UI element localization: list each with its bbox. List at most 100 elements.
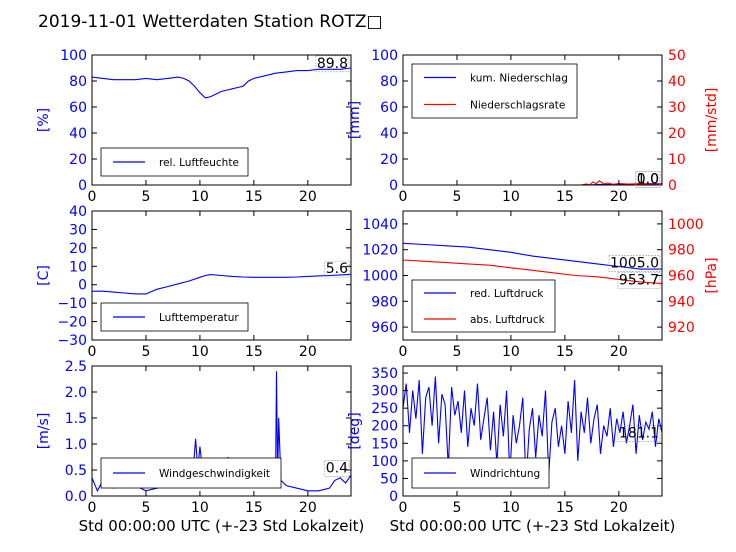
y-tick-label: 30 <box>69 222 87 238</box>
y-tick-label: −20 <box>57 315 87 331</box>
x-tick-label: 0 <box>399 500 408 516</box>
panel-p5: 0 5 10 15 20 0.0 0.5 1.0 1.5 2.0 2.5 [m/s] Std 00:00… <box>36 359 364 535</box>
y-tick-label: 2.5 <box>65 359 87 375</box>
y-axis-label: [m/s] <box>36 413 52 450</box>
value-annotation: 1.0 <box>637 172 659 188</box>
x-tick-label: 10 <box>191 500 209 516</box>
y2-axis-label: [mm/std] <box>704 88 720 153</box>
axes-frame-p5 <box>91 365 352 497</box>
y2-tick-label: 920 <box>668 320 695 336</box>
y-tick-label: 0.5 <box>65 463 87 479</box>
x-tick-label: 5 <box>452 189 461 205</box>
series-line-p1-0 <box>92 67 351 99</box>
x-tick-label: 20 <box>299 344 317 360</box>
y-tick-label: 80 <box>380 74 398 90</box>
y-tick-label: −10 <box>57 296 87 312</box>
x-tick-label: 0 <box>88 189 97 205</box>
value-annotation: 89.8 <box>317 56 348 72</box>
y-tick-label: 1040 <box>362 217 398 233</box>
axes-frame-p2 <box>402 54 663 186</box>
x-tick-label: 15 <box>245 344 263 360</box>
panel-p4: 0 5 10 15 20 960 980 1000 1020 1040 920 940 960 980 10… <box>362 210 720 360</box>
y-tick-label: 2.0 <box>65 385 87 401</box>
legend-label: kum. Niederschlag <box>470 73 568 85</box>
y-tick-label: 50 <box>380 471 398 487</box>
y2-tick-label: 960 <box>668 269 695 285</box>
y-tick-label: 100 <box>371 454 398 470</box>
panel-p3: 0 5 10 15 20 −30 −20 −10 0 10 20 30 40 [C] Lufttempera… <box>36 204 352 360</box>
y-tick-label: 20 <box>69 152 87 168</box>
annotation-box <box>617 425 661 442</box>
y-axis-label: [C] <box>36 265 52 286</box>
y-tick-label: 300 <box>371 384 398 400</box>
legend-box <box>411 63 578 119</box>
value-annotation: 5.6 <box>326 261 348 277</box>
figure-title: 2019-11-01 Wetterdaten Station ROTZ□ <box>38 12 383 32</box>
value-annotation: 181.1 <box>619 425 659 441</box>
x-tick-label: 15 <box>556 189 574 205</box>
y-tick-label: 20 <box>380 152 398 168</box>
y-tick-label: 150 <box>371 436 398 452</box>
x-tick-label: 0 <box>399 344 408 360</box>
x-tick-label: 5 <box>141 189 150 205</box>
value-annotation: 0.0 <box>637 172 659 188</box>
x-tick-label: 15 <box>556 344 574 360</box>
series-line-p6-0 <box>403 376 662 482</box>
legend-box <box>411 279 556 333</box>
x-tick-label: 10 <box>502 500 520 516</box>
legend-label: Lufttemperatur <box>159 312 239 324</box>
y2-tick-label: 20 <box>668 126 686 142</box>
value-annotation: 0.4 <box>326 460 348 476</box>
value-annotation: 1005.0 <box>610 256 659 272</box>
annotation-box <box>324 460 350 477</box>
annotation-box <box>617 272 661 289</box>
x-tick-label: 15 <box>556 500 574 516</box>
annotation-box <box>315 55 350 73</box>
annotation-box <box>608 255 661 272</box>
y-tick-label: 80 <box>69 74 87 90</box>
y-tick-label: 0.0 <box>65 489 87 505</box>
x-axis-label: Std 00:00:00 UTC (+-23 Std Lokalzeit) <box>79 517 365 535</box>
axes-frame-p6 <box>402 365 663 497</box>
annotation-box <box>635 171 661 188</box>
legend-label: Niederschlagsrate <box>470 100 565 112</box>
y-tick-label: 350 <box>371 366 398 382</box>
y-tick-label: 0 <box>389 489 398 505</box>
y-tick-label: 1020 <box>362 243 398 259</box>
y-tick-label: −30 <box>57 333 87 349</box>
y2-tick-label: 940 <box>668 294 695 310</box>
y-tick-label: 20 <box>69 241 87 257</box>
y-tick-label: 980 <box>371 294 398 310</box>
x-tick-label: 20 <box>610 500 628 516</box>
y-tick-label: 0 <box>78 278 87 294</box>
y-tick-label: 40 <box>69 204 87 220</box>
x-tick-label: 20 <box>610 189 628 205</box>
y-axis-label: [%] <box>36 108 52 132</box>
x-tick-label: 0 <box>399 189 408 205</box>
value-annotation: 953.7 <box>619 272 659 288</box>
y2-tick-label: 50 <box>668 48 686 64</box>
y-tick-label: 100 <box>60 48 87 64</box>
y-tick-label: 0 <box>78 178 87 194</box>
panel-p2: 0 5 10 15 20 0 20 40 60 80 100 0 10 20 30 40 50 [mm] [mm/s… <box>347 48 720 205</box>
x-tick-label: 5 <box>452 344 461 360</box>
x-tick-label: 15 <box>245 500 263 516</box>
y-tick-label: 60 <box>69 100 87 116</box>
x-tick-label: 15 <box>245 189 263 205</box>
y-tick-label: 1.0 <box>65 437 87 453</box>
y2-tick-label: 10 <box>668 152 686 168</box>
y2-tick-label: 40 <box>668 74 686 90</box>
series-line-p4-0 <box>403 242 662 270</box>
series-line-p4-1 <box>403 259 662 285</box>
series-line-p2-1 <box>403 180 662 185</box>
x-axis-label: Std 00:00:00 UTC (+-23 Std Lokalzeit) <box>390 517 676 535</box>
y2-axis-label: [hPa] <box>704 257 720 293</box>
y-tick-label: 60 <box>380 100 398 116</box>
annotation-box <box>324 260 350 278</box>
legend-label: rel. Luftfeuchte <box>159 157 239 169</box>
y-tick-label: 200 <box>371 419 398 435</box>
y-axis-label: [mm] <box>347 101 363 139</box>
legend-label: red. Luftdruck <box>470 288 544 300</box>
x-tick-label: 20 <box>299 500 317 516</box>
